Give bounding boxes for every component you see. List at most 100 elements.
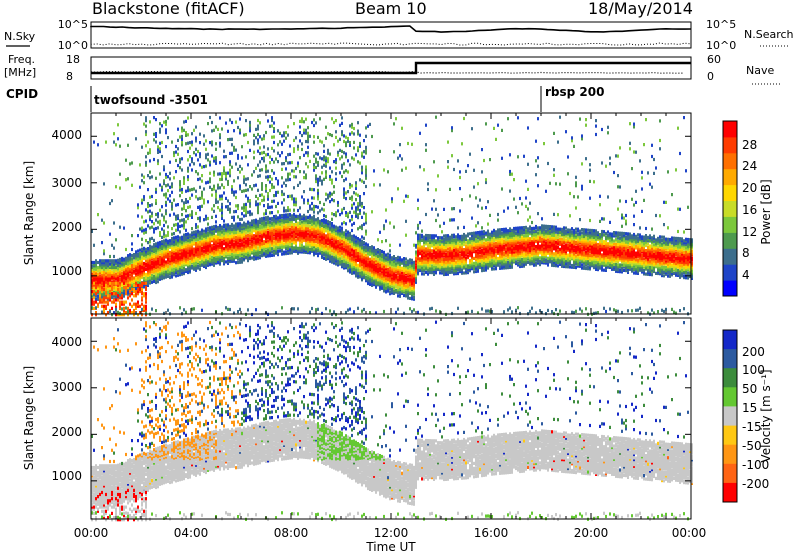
power-cell [117,283,119,287]
power-cell [309,251,311,255]
power-cell [91,265,93,270]
power-cell [263,195,265,199]
power-cell [215,156,217,160]
power-cell [241,227,243,231]
power-cell [145,249,147,253]
power-cell [257,132,259,137]
power-cell [141,286,143,290]
power-cell [329,309,331,313]
power-cell [275,243,277,247]
power-cell [185,310,187,314]
power-cell [143,231,145,235]
power-cell [97,277,99,281]
power-cell [231,239,233,243]
power-cell [337,153,339,157]
power-cell [171,227,173,231]
power-cell [93,279,95,283]
power-cell [103,306,105,310]
power-cell [323,253,325,257]
power-cell [185,241,187,245]
power-cell [241,145,243,149]
power-cell [121,277,123,281]
power-cell [119,259,121,263]
power-cell [293,149,295,154]
power-cell [191,168,193,172]
power-cell [321,244,323,248]
power-cell [155,118,157,122]
power-cell [219,252,221,256]
power-cell [361,154,363,158]
power-cell [223,219,225,223]
power-cell [171,236,173,241]
power-cell [295,244,297,249]
power-cell [91,264,93,268]
power-cell [365,168,367,172]
power-cell [177,152,179,156]
power-cell [285,184,287,188]
power-cell [161,250,163,254]
power-cell [127,267,129,271]
power-cell [163,262,165,266]
power-cell [253,255,255,260]
power-cell [201,253,203,257]
power-cell [149,253,151,257]
power-cell [361,179,363,183]
power-cell [305,230,307,234]
power-cell [335,166,337,170]
power-cell [277,249,279,253]
power-cell [155,218,157,222]
power-cell [417,198,419,202]
cpid-label: CPID [6,87,38,101]
power-cell [291,244,293,248]
power-cell [127,313,129,317]
power-cell [243,248,245,252]
power-cell [353,146,355,150]
power-cell [319,223,321,227]
power-cell [253,225,255,229]
power-cell [353,132,355,136]
power-cell [159,244,161,248]
power-cell [265,244,267,248]
power-cell [237,125,239,130]
power-cell [183,220,185,225]
power-cell [265,246,267,250]
power-cell [303,225,305,229]
power-cell [153,238,155,242]
power-cell [153,132,155,136]
power-cell [161,205,163,209]
power-cell [275,216,277,220]
power-cell [115,274,117,278]
power-cell [195,248,197,252]
power-cell [209,160,211,164]
power-cell [221,233,223,238]
power-cell [153,249,155,253]
power-cell [277,226,279,230]
power-cell [161,260,163,264]
power-cell [235,241,237,245]
power-cell [241,167,243,171]
power-cell [295,249,297,254]
power-cell [359,161,361,165]
power-cell [323,224,325,229]
power-cell [133,263,135,267]
power-cell [335,172,337,176]
power-cell [311,222,313,227]
power-cell [155,279,157,283]
power-cell [199,250,201,254]
power-cell [307,239,309,243]
power-cell [273,129,275,133]
power-cell [233,259,235,263]
power-cell [181,245,183,249]
power-cell [313,223,315,227]
power-cell [165,255,167,259]
power-cell [285,231,287,236]
power-cell [421,245,423,249]
power-cell [299,233,301,237]
power-cell [315,152,317,156]
power-cell [191,239,193,243]
power-cell [111,300,113,304]
power-cell [271,205,273,209]
power-cell [205,247,207,251]
power-cell [187,252,189,256]
power-cell [255,233,257,237]
